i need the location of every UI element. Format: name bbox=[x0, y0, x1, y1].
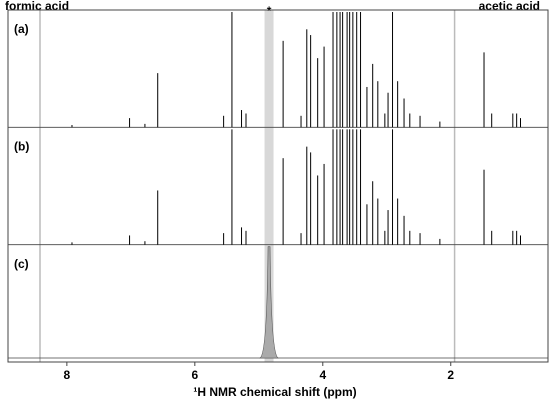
x-tick-label: 8 bbox=[64, 368, 71, 382]
solvent-label: * bbox=[267, 4, 272, 18]
panel-label: (a) bbox=[14, 22, 29, 36]
x-axis-title: ¹H NMR chemical shift (ppm) bbox=[193, 385, 356, 399]
peak bbox=[258, 246, 280, 359]
x-tick-label: 6 bbox=[191, 368, 198, 382]
x-tick-label: 2 bbox=[447, 368, 454, 382]
solvent-band bbox=[264, 10, 274, 362]
plot-frame bbox=[7, 9, 549, 363]
panel-label: (b) bbox=[14, 140, 29, 154]
x-tick-label: 4 bbox=[319, 368, 326, 382]
reference-label: formic acid bbox=[5, 0, 69, 13]
panel-label: (c) bbox=[14, 257, 29, 271]
reference-label: acetic acid bbox=[479, 0, 540, 13]
